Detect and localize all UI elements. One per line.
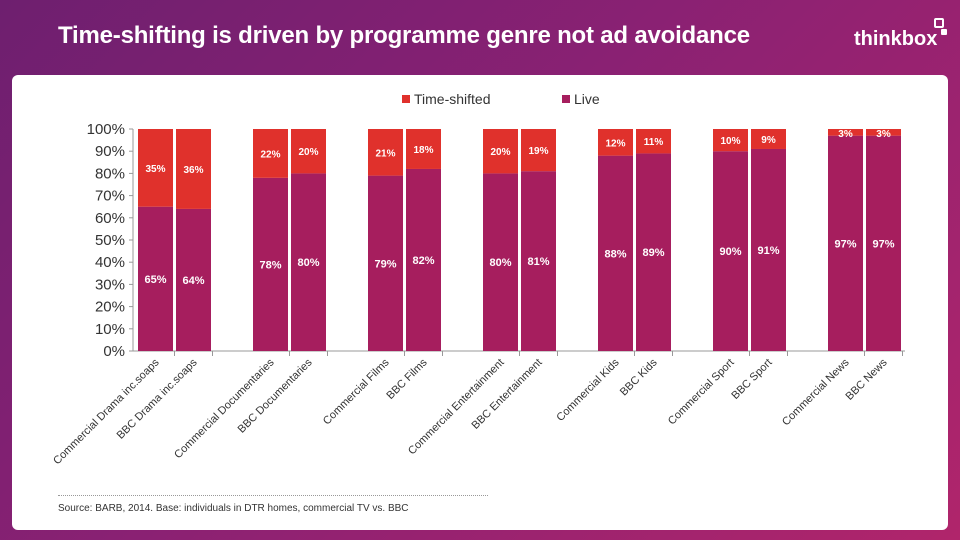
bar-live [253, 177, 288, 351]
category-label: Commercial News [780, 356, 852, 428]
data-label-time-shifted: 12% [605, 138, 625, 149]
data-label-time-shifted: 11% [644, 137, 664, 148]
legend-swatch [562, 95, 570, 103]
bar-time-shifted [636, 129, 671, 154]
bar-time-shifted [176, 129, 211, 209]
data-label-live: 81% [527, 256, 549, 268]
bar-live [636, 153, 671, 351]
data-label-live: 97% [834, 238, 856, 250]
category-label: BBC Kids [618, 356, 660, 398]
y-tick-label: 10% [95, 321, 125, 338]
data-label-time-shifted: 21% [375, 148, 395, 159]
data-label-time-shifted: 3% [876, 129, 891, 140]
bar-time-shifted [253, 129, 288, 178]
legend-label: Time-shifted [414, 91, 491, 107]
category-label: BBC News [844, 356, 890, 402]
category-label: Commercial Kids [554, 356, 622, 424]
y-tick-label: 20% [95, 299, 125, 316]
data-label-time-shifted: 22% [260, 149, 280, 160]
y-tick-label: 90% [95, 143, 125, 160]
data-label-time-shifted: 18% [413, 145, 433, 156]
y-tick-label: 0% [103, 343, 125, 360]
data-label-time-shifted: 19% [528, 146, 548, 157]
bar-time-shifted [713, 129, 748, 152]
y-tick-label: 100% [87, 121, 125, 138]
chart-legend: Time-shifted Live [402, 91, 600, 107]
bar-live [598, 155, 633, 351]
bar-time-shifted [598, 129, 633, 156]
bar-live [866, 135, 901, 351]
category-label: BBC Films [384, 356, 430, 402]
category-label: BBC Sport [729, 357, 774, 402]
category-label: BBC Documentaries [236, 356, 315, 435]
source-note: Source: BARB, 2014. Base: individuals in… [58, 503, 409, 514]
bar-live [176, 208, 211, 351]
data-label-live: 64% [182, 275, 204, 287]
data-label-live: 91% [757, 245, 779, 257]
data-label-time-shifted: 35% [145, 164, 165, 175]
data-label-live: 65% [144, 274, 166, 286]
bar-time-shifted [751, 129, 786, 149]
data-label-time-shifted: 3% [838, 129, 853, 140]
bar-live [751, 148, 786, 351]
data-label-time-shifted: 20% [298, 147, 318, 158]
data-label-live: 78% [259, 259, 281, 271]
y-tick-label: 70% [95, 188, 125, 205]
y-tick-label: 40% [95, 254, 125, 271]
thinkbox-logo: thinkbox [854, 28, 938, 50]
data-label-live: 88% [604, 248, 626, 260]
bar-live [521, 171, 556, 351]
bars: 65% 35% 64% 36% 78% 22% 80% 20% 79% 21% 82% 18% 80% 2… [138, 129, 903, 356]
bar-live [406, 168, 441, 351]
bar-time-shifted [521, 129, 556, 172]
logo-dot-icon [941, 29, 947, 35]
y-tick-label: 80% [95, 165, 125, 182]
bar-time-shifted [406, 129, 441, 169]
category-label: Commercial Sport [666, 357, 737, 428]
data-label-live: 80% [297, 257, 319, 269]
y-tick-label: 60% [95, 210, 125, 227]
bar-time-shifted [291, 129, 326, 174]
bar-time-shifted [138, 129, 173, 207]
bar-time-shifted [483, 129, 518, 174]
source-divider [58, 495, 488, 496]
bar-live [368, 175, 403, 351]
legend-label: Live [574, 91, 600, 107]
data-label-live: 80% [489, 257, 511, 269]
data-label-time-shifted: 9% [761, 135, 776, 146]
bar-live [828, 135, 863, 351]
bar-live [483, 173, 518, 351]
logo-mark-icon [934, 18, 944, 28]
bar-time-shifted [866, 129, 901, 136]
data-label-time-shifted: 10% [720, 136, 740, 147]
bar-live [291, 173, 326, 351]
y-tick-label: 30% [95, 276, 125, 293]
data-label-time-shifted: 20% [490, 147, 510, 158]
category-label: BBC Entertainment [470, 357, 545, 432]
legend-swatch [402, 95, 410, 103]
data-label-live: 79% [374, 258, 396, 270]
bar-live [713, 151, 748, 351]
bar-time-shifted [368, 129, 403, 176]
data-label-live: 97% [872, 238, 894, 250]
bar-time-shifted [828, 129, 863, 136]
data-label-time-shifted: 36% [183, 165, 203, 176]
data-label-live: 89% [642, 247, 664, 259]
page-title: Time-shifting is driven by programme gen… [58, 22, 750, 49]
category-label: Commercial Films [321, 356, 392, 427]
data-label-live: 90% [719, 246, 741, 258]
bar-live [138, 206, 173, 351]
data-label-live: 82% [412, 255, 434, 267]
y-tick-label: 50% [95, 232, 125, 249]
